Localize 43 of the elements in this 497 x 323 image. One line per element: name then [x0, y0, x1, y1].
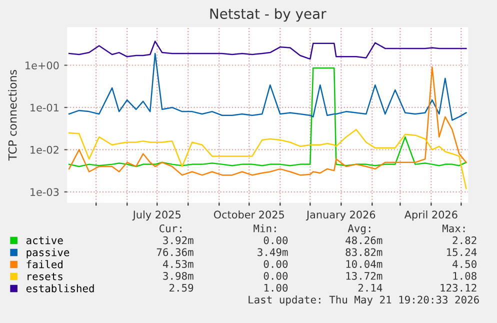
text: 2.82	[452, 236, 476, 244]
text: Last update: Thu May 21 19:20:33 2026	[248, 296, 479, 306]
text: 76.36m	[156, 248, 194, 256]
x-tick-label: April 2026	[404, 210, 458, 221]
text: 10.04m	[346, 260, 382, 268]
text: Max:	[442, 224, 465, 232]
y-tick-label: 1e-02	[30, 146, 58, 154]
line-series	[68, 128, 467, 190]
text: 0.00	[264, 260, 288, 268]
text: 83.82m	[346, 248, 382, 256]
text: 3.49m	[258, 248, 288, 256]
text: 1.00	[264, 284, 288, 292]
text: 4.50	[452, 260, 476, 268]
text: 15.24	[447, 248, 477, 256]
line-series	[68, 52, 467, 121]
legend-label: failed	[26, 260, 62, 268]
y-axis-title: TCP connections	[8, 70, 17, 161]
legend-label: passive	[26, 248, 70, 258]
legend-label: resets	[28, 272, 62, 280]
x-tick-label: January 2026	[306, 210, 376, 221]
text: 3.98m	[163, 272, 194, 280]
text: 1.08	[453, 272, 476, 280]
text: 123.12	[440, 284, 476, 292]
text: 0.00	[264, 272, 288, 280]
text: 4.53m	[162, 260, 194, 268]
x-tick-label: October 2025	[214, 210, 284, 219]
text: 2.59	[170, 284, 194, 292]
x-tick-label: July 2025	[132, 210, 180, 221]
text: 3.92m	[163, 236, 194, 244]
text: 48.26m	[346, 236, 382, 244]
chart-title: Netstat - by year	[210, 8, 326, 22]
legend-label: established	[26, 284, 94, 292]
y-tick-label: 1e-03	[30, 188, 59, 196]
legend-label: active	[26, 236, 63, 244]
text: Avg:	[348, 224, 370, 234]
y-tick-label: 1e+00	[26, 61, 59, 70]
text: Min:	[254, 224, 276, 232]
y-tick-label: 1e-01	[30, 104, 58, 112]
text: 13.72m	[346, 272, 382, 280]
text: 2.14	[358, 284, 382, 292]
line-series	[68, 40, 467, 60]
text: Cur:	[160, 224, 182, 232]
text: 0.00	[264, 236, 288, 244]
